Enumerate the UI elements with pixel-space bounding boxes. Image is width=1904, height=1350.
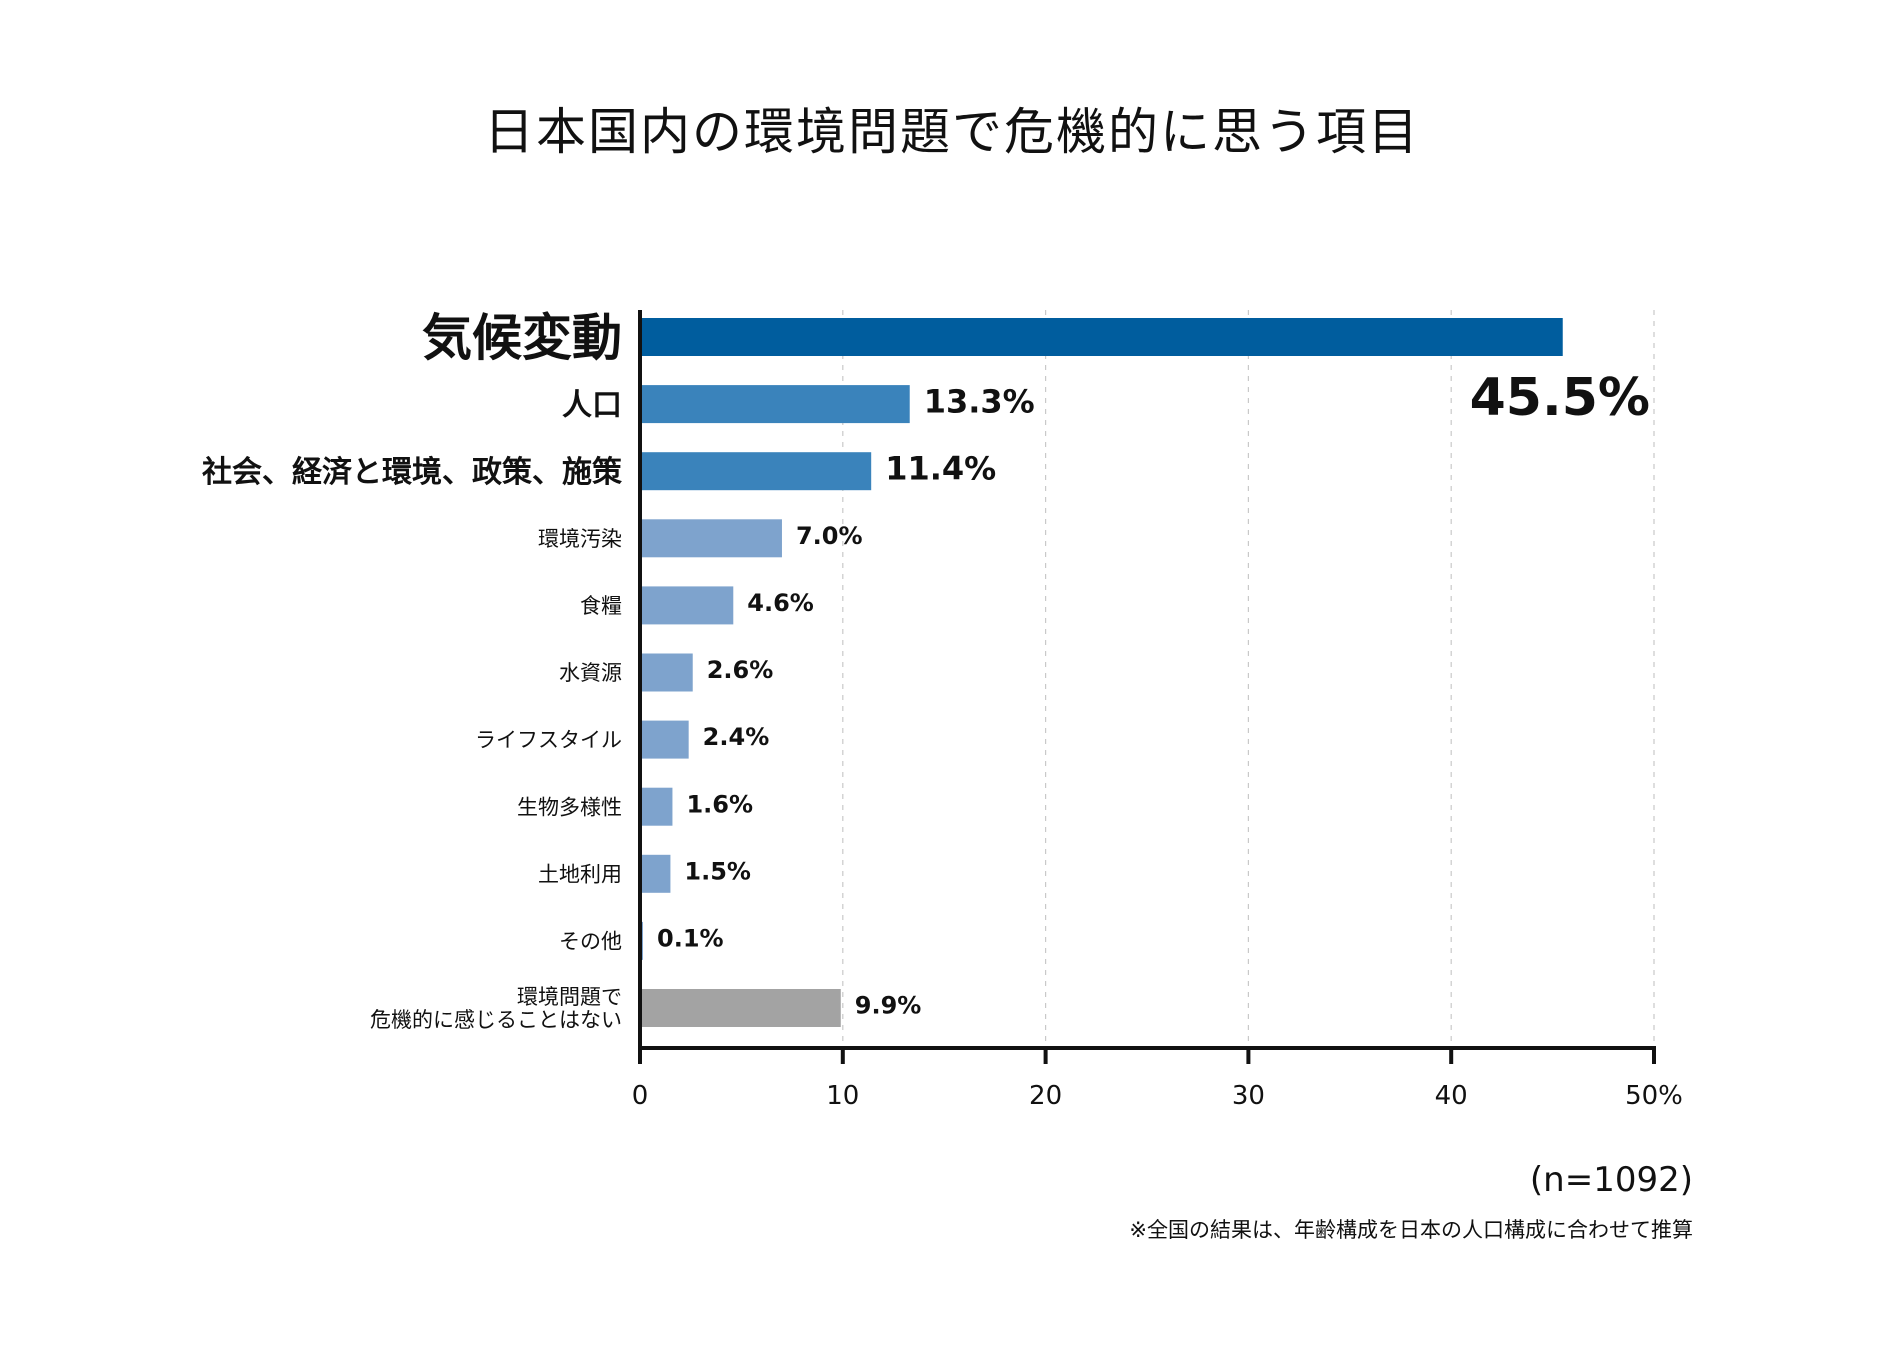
labels: 気候変動 45.5% 人口 13.3% 社会、経済と環境、政策、施策 11.4% 環境汚染 7… <box>202 309 1683 1111</box>
category-label: その他 <box>559 929 622 953</box>
bars <box>640 318 1563 1027</box>
x-tick-label: 20 <box>1029 1081 1062 1111</box>
bar <box>640 519 782 558</box>
value-label: 4.6% <box>747 589 814 617</box>
value-label: 45.5% <box>1470 368 1650 428</box>
x-tick-label: 30 <box>1232 1081 1265 1111</box>
footnote: ※全国の結果は、年齢構成を日本の人口構成に合わせて推算 <box>1129 1218 1693 1242</box>
bar <box>640 787 673 826</box>
value-label: 1.6% <box>686 790 753 818</box>
value-label: 9.9% <box>855 992 922 1020</box>
category-label: 人口 <box>562 388 622 423</box>
bar <box>640 720 689 759</box>
value-label: 7.0% <box>796 522 863 550</box>
category-label: 水資源 <box>559 661 622 685</box>
category-label: 食糧 <box>580 594 622 618</box>
axes <box>638 310 1656 1064</box>
x-tick-label: 50% <box>1625 1081 1683 1111</box>
category-label: 環境汚染 <box>538 527 622 551</box>
bar <box>640 385 910 424</box>
bar <box>640 318 1563 356</box>
grid-lines <box>842 310 1655 1048</box>
bar <box>640 989 841 1027</box>
bar <box>640 653 693 692</box>
value-label: 1.5% <box>684 857 751 885</box>
x-tick-label: 10 <box>826 1081 859 1111</box>
x-tick-label: 0 <box>632 1081 649 1111</box>
chart-title: 日本国内の環境問題で危機的に思う項目 <box>484 103 1420 161</box>
x-tick-label: 40 <box>1435 1081 1468 1111</box>
value-label: 13.3% <box>924 383 1035 421</box>
value-label: 0.1% <box>657 925 724 953</box>
category-label: 環境問題で <box>517 985 622 1009</box>
category-label: 危機的に感じることはない <box>370 1008 622 1032</box>
category-label: 気候変動 <box>422 309 622 367</box>
category-label: 土地利用 <box>538 862 622 886</box>
category-label: 生物多様性 <box>517 795 622 819</box>
category-label: 社会、経済と環境、政策、施策 <box>202 455 622 490</box>
value-label: 2.4% <box>703 723 770 751</box>
bar <box>640 854 671 893</box>
value-label: 11.4% <box>885 450 996 488</box>
bar <box>640 452 872 491</box>
category-label: ライフスタイル <box>475 728 622 752</box>
bar <box>640 586 734 625</box>
sample-size-label: (n=1092) <box>1529 1160 1693 1200</box>
value-label: 2.6% <box>707 656 774 684</box>
